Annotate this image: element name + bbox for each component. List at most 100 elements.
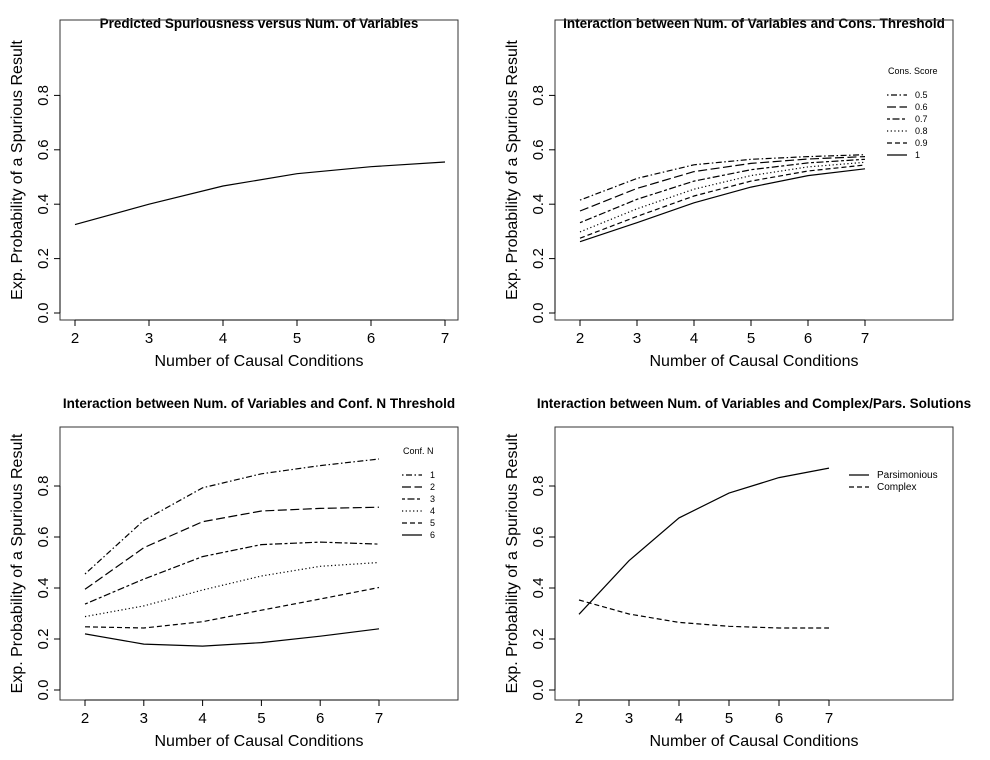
x-axis: 2 3 4 5 6 7 (576, 319, 869, 347)
legend-label: 1 (915, 150, 920, 160)
legend-label: 0.9 (915, 138, 928, 148)
x-tick-label: 2 (81, 710, 89, 727)
x-tick-label: 6 (804, 330, 812, 347)
chart-panel-2: Interaction between Num. of Variables an… (504, 16, 954, 370)
legend-label: 5 (430, 518, 435, 528)
x-axis-label: Number of Causal Conditions (650, 353, 859, 370)
x-tick-label: 5 (725, 710, 733, 727)
x-tick-label: 2 (71, 330, 79, 347)
chart-title: Interaction between Num. of Variables an… (563, 16, 945, 31)
series-line-4 (84, 561, 380, 618)
legend-label: Complex (877, 482, 916, 493)
x-tick-label: 6 (775, 710, 783, 727)
x-tick-label: 5 (747, 330, 755, 347)
x-axis-label: Number of Causal Conditions (650, 733, 859, 750)
series-line-0-6 (579, 156, 866, 212)
series-line-predicted (74, 161, 446, 226)
y-axis-label: Exp. Probability of a Spurious Result (9, 40, 26, 300)
chart-panel-3: Interaction between Num. of Variables an… (9, 396, 459, 750)
y-tick-label: 0.2 (35, 248, 52, 269)
y-tick-label: 0.6 (35, 139, 52, 160)
series-line-5 (84, 586, 380, 629)
legend-title: Cons. Score (888, 66, 938, 76)
x-tick-label: 5 (293, 330, 301, 347)
x-tick-label: 7 (375, 710, 383, 727)
plot-frame (59, 426, 459, 701)
plot-frame (554, 19, 954, 321)
legend-label: 6 (430, 530, 435, 540)
x-tick-label: 2 (575, 710, 583, 727)
y-axis-label: Exp. Probability of a Spurious Result (504, 433, 521, 693)
chart-panel-4: Interaction between Num. of Variables an… (504, 396, 971, 750)
x-axis: 2 3 4 5 6 7 (71, 319, 449, 347)
chart-panel-1: Predicted Spuriousness versus Num. of Va… (9, 16, 459, 370)
series-line-0-8 (579, 161, 866, 233)
y-axis-label: Exp. Probability of a Spurious Result (504, 40, 521, 300)
legend-label: 0.7 (915, 114, 928, 124)
x-tick-label: 7 (441, 330, 449, 347)
x-axis: 2 3 4 5 6 7 (575, 699, 833, 727)
x-tick-label: 4 (219, 330, 227, 347)
chart-title: Interaction between Num. of Variables an… (537, 396, 971, 411)
y-tick-label: 0.6 (35, 527, 52, 548)
x-tick-label: 3 (140, 710, 148, 727)
y-tick-label: 0.6 (530, 527, 547, 548)
x-tick-label: 4 (675, 710, 683, 727)
x-tick-label: 6 (316, 710, 324, 727)
y-tick-label: 0.0 (530, 303, 547, 324)
legend-label: 2 (430, 482, 435, 492)
plot-frame (554, 426, 954, 701)
x-tick-label: 6 (367, 330, 375, 347)
y-tick-label: 0.2 (35, 629, 52, 650)
y-axis: 0.0 0.2 0.4 0.6 0.8 (530, 85, 556, 324)
series-line-1 (579, 168, 866, 243)
y-axis-label: Exp. Probability of a Spurious Result (9, 433, 26, 693)
x-tick-label: 3 (633, 330, 641, 347)
legend-label: 3 (430, 494, 435, 504)
y-tick-label: 0.8 (530, 476, 547, 497)
series-line-6 (84, 628, 380, 647)
y-axis: 0.0 0.2 0.4 0.6 0.8 (35, 476, 61, 701)
series-line-complex (578, 599, 829, 629)
y-tick-label: 0.4 (35, 194, 52, 215)
series-line-2 (84, 506, 380, 590)
series-line-3 (84, 541, 380, 605)
x-tick-label: 7 (825, 710, 833, 727)
y-axis: 0.0 0.2 0.4 0.6 0.8 (530, 476, 556, 701)
y-tick-label: 0.8 (35, 85, 52, 106)
y-tick-label: 0.0 (35, 303, 52, 324)
legend-label: 0.8 (915, 126, 928, 136)
legend-label: 4 (430, 506, 435, 516)
y-axis: 0.0 0.2 0.4 0.6 0.8 (35, 85, 61, 324)
plot-frame (59, 19, 459, 321)
x-tick-label: 5 (257, 710, 265, 727)
x-tick-label: 4 (198, 710, 206, 727)
series-line-parsimonious (578, 467, 830, 615)
x-axis-label: Number of Causal Conditions (155, 353, 364, 370)
legend-label: 1 (430, 470, 435, 480)
legend-label: Parsimonious (877, 470, 938, 481)
series-line-0-7 (579, 158, 866, 224)
x-tick-label: 3 (145, 330, 153, 347)
y-tick-label: 0.2 (530, 629, 547, 650)
y-tick-label: 0.0 (35, 680, 52, 701)
chart-title: Interaction between Num. of Variables an… (63, 396, 455, 411)
series-line-1 (84, 458, 380, 575)
x-tick-label: 3 (625, 710, 633, 727)
legend: Cons. Score 0.5 0.6 0.7 0.8 0.9 1 (887, 66, 938, 160)
legend-label: 0.5 (915, 90, 928, 100)
legend-label: 0.6 (915, 102, 928, 112)
x-axis-label: Number of Causal Conditions (155, 733, 364, 750)
x-tick-label: 4 (690, 330, 698, 347)
y-tick-label: 0.0 (530, 680, 547, 701)
x-tick-label: 7 (861, 330, 869, 347)
y-tick-label: 0.8 (35, 476, 52, 497)
series-line-0-5 (579, 154, 866, 201)
series-line-0-9 (579, 164, 866, 239)
y-tick-label: 0.8 (530, 85, 547, 106)
x-axis: 2 3 4 5 6 7 (81, 699, 383, 727)
chart-title: Predicted Spuriousness versus Num. of Va… (100, 16, 419, 31)
y-tick-label: 0.4 (35, 578, 52, 599)
